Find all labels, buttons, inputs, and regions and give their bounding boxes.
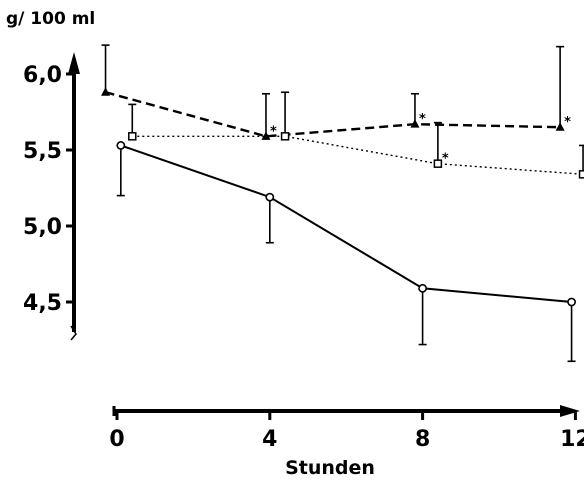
y-tick-label: 6,0 xyxy=(23,63,62,88)
x-tick-label: 0 xyxy=(109,427,124,452)
significance-marker: * xyxy=(419,112,426,127)
y-axis-end-mark xyxy=(70,325,77,341)
significance-marker: * xyxy=(442,152,449,167)
x-tick-label: 8 xyxy=(415,427,430,452)
data-point-triangle xyxy=(101,87,111,96)
series-line xyxy=(105,91,561,138)
y-tick-label: 4,5 xyxy=(23,291,62,316)
y-axis-arrow xyxy=(68,52,80,74)
significance-marker: * xyxy=(270,124,277,139)
series-line xyxy=(132,135,584,175)
significance-marker: * xyxy=(564,115,571,130)
data-point-square xyxy=(578,170,584,179)
data-point-circle xyxy=(265,192,275,202)
data-point-circle xyxy=(116,141,126,150)
data-point-triangle xyxy=(410,119,420,128)
x-tick-label: 12 xyxy=(560,427,584,452)
data-point-triangle xyxy=(555,122,565,131)
data-point-triangle xyxy=(261,131,271,140)
y-tick-label: 5,0 xyxy=(23,215,62,240)
x-tick-label: 4 xyxy=(262,427,277,452)
y-axis-unit-label: g/ 100 ml xyxy=(6,9,95,29)
data-point-square xyxy=(128,132,137,141)
data-point-square xyxy=(280,132,290,141)
data-point-circle xyxy=(567,297,576,307)
data-point-circle xyxy=(418,283,427,293)
x-axis-label: Stunden xyxy=(285,457,375,479)
series-line xyxy=(120,144,572,303)
x-axis-arrow xyxy=(560,405,580,417)
y-tick-label: 5,5 xyxy=(23,139,62,164)
data-point-square xyxy=(433,159,443,168)
